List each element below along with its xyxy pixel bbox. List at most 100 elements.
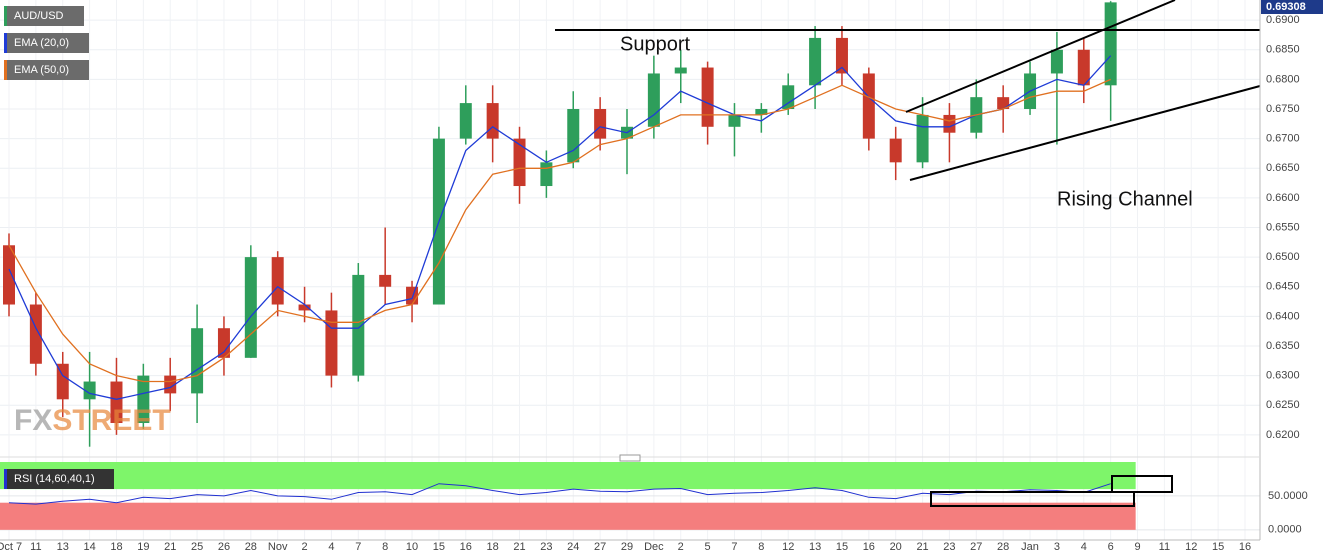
- rsi-zone: [0, 462, 1136, 490]
- rsi-box: [1111, 475, 1173, 493]
- candle-body: [83, 381, 96, 400]
- y-tick-label: 0.6900: [1266, 14, 1300, 26]
- rsi-zones: [0, 462, 1136, 530]
- line-series: [8, 483, 1111, 505]
- x-tick-label: 15: [836, 541, 848, 553]
- x-tick-label: 12: [1185, 541, 1197, 553]
- legend-label: RSI (14,60,40,1): [14, 473, 95, 485]
- candle-body: [110, 381, 123, 424]
- annotation: Rising Channel: [1057, 188, 1193, 210]
- x-tick-label: 8: [382, 541, 388, 553]
- candle-body: [862, 73, 875, 139]
- watermark-part: FX: [14, 404, 52, 437]
- y-tick-label: 0.6500: [1266, 251, 1300, 263]
- legend-box: [4, 469, 114, 489]
- annotation: Support: [620, 33, 690, 55]
- x-tick-label: 15: [1212, 541, 1224, 553]
- candle-body: [459, 103, 472, 139]
- candle-body: [782, 85, 795, 110]
- candle-body: [406, 286, 419, 305]
- legend-swatch: [4, 469, 7, 489]
- x-tick-label: 5: [705, 541, 711, 553]
- x-tick-label: Oct 7: [0, 541, 22, 553]
- marks: [3, 1, 1117, 505]
- candle-body: [164, 375, 177, 394]
- x-tick-label: 20: [890, 541, 902, 553]
- x-tick-label: 28: [245, 541, 257, 553]
- candle-body: [217, 328, 230, 358]
- candle-body: [1050, 49, 1063, 74]
- y-tick-label: 0.0000: [1268, 524, 1302, 536]
- candle-body: [191, 328, 204, 394]
- watermark-part: STREET: [52, 404, 170, 437]
- x-tick-label: 24: [567, 541, 579, 553]
- y-tick-label: 0.6700: [1266, 133, 1300, 145]
- x-tick-label: 2: [678, 541, 684, 553]
- legend-swatch: [4, 60, 7, 80]
- y-tick-label: 0.6300: [1266, 370, 1300, 382]
- candle-body: [889, 138, 902, 163]
- x-tick-label: 26: [218, 541, 230, 553]
- x-tick-label: 15: [433, 541, 445, 553]
- candle-body: [674, 67, 687, 74]
- legend-label: AUD/USD: [14, 10, 64, 22]
- candle-body: [298, 304, 311, 311]
- legend-swatch: [4, 33, 7, 53]
- line-series: [8, 78, 1111, 383]
- x-tick-label: 4: [328, 541, 334, 553]
- candle-body: [3, 245, 15, 305]
- x-tick-label: 12: [782, 541, 794, 553]
- x-tick-label: 6: [1108, 541, 1114, 553]
- candle-body: [701, 67, 714, 127]
- x-tick-label: 18: [487, 541, 499, 553]
- legend-swatch: [4, 6, 7, 26]
- x-tick-label: 25: [191, 541, 203, 553]
- x-tick-label: 11: [1159, 541, 1170, 553]
- candle-body: [56, 363, 69, 400]
- candle-body: [809, 37, 822, 86]
- y-tick-label: 0.6750: [1266, 103, 1300, 115]
- candle-body: [567, 109, 580, 163]
- candle-body: [647, 73, 660, 127]
- x-tick-label: 7: [355, 541, 361, 553]
- candle-body: [352, 274, 365, 376]
- y-tick-label: 50.0000: [1268, 490, 1308, 502]
- legend-label: EMA (50,0): [14, 64, 69, 76]
- y-tick-label: 0.6600: [1266, 192, 1300, 204]
- x-tick-label: 3: [1054, 541, 1060, 553]
- x-tick-label: Dec: [644, 541, 664, 553]
- x-tick-label: 16: [460, 541, 472, 553]
- x-tick-label: 19: [137, 541, 149, 553]
- x-tick-label: 27: [970, 541, 982, 553]
- candle-body: [513, 138, 526, 187]
- x-tick-label: 16: [863, 541, 875, 553]
- y-tick-label: 0.6450: [1266, 281, 1300, 293]
- candle-body: [486, 103, 499, 139]
- candle-body: [29, 304, 42, 364]
- candle-body: [755, 109, 768, 115]
- x-tick-label: 8: [758, 541, 764, 553]
- candle-body: [1077, 49, 1090, 86]
- x-tick-label: 29: [621, 541, 633, 553]
- candle-body: [540, 162, 553, 187]
- watermark: FXSTREET: [14, 404, 171, 437]
- x-tick-label: 11: [30, 541, 41, 553]
- x-tick-label: 4: [1081, 541, 1087, 553]
- y-tick-label: 0.6800: [1266, 73, 1300, 85]
- x-tick-label: 23: [943, 541, 955, 553]
- candle-body: [916, 114, 929, 163]
- x-tick-label: 21: [916, 541, 928, 553]
- legend-box: [4, 60, 89, 80]
- candle-body: [835, 37, 848, 74]
- legend-box: [4, 6, 84, 26]
- rsi-box: [930, 491, 1135, 507]
- candle-body: [271, 257, 284, 305]
- x-tick-label: 14: [83, 541, 95, 553]
- y-tick-label: 0.6550: [1266, 221, 1300, 233]
- resize-handle[interactable]: [619, 454, 641, 462]
- y-tick-label: 0.6850: [1266, 44, 1300, 56]
- candle-body: [594, 109, 607, 139]
- candle-body: [379, 274, 392, 287]
